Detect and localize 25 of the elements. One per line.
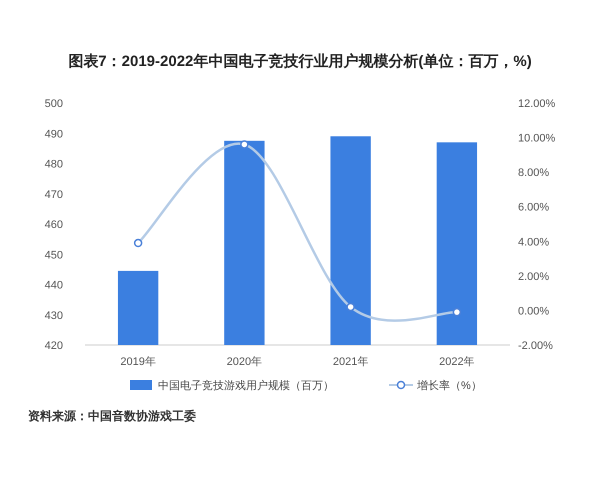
text: 资料来源：中国音数协游戏工委 bbox=[28, 409, 196, 423]
legend-label: 增长率（%） bbox=[416, 379, 482, 392]
legend-label: 中国电子竞技游戏用户规模（百万） bbox=[158, 379, 334, 392]
x-tick-label: 2020年 bbox=[226, 356, 262, 368]
x-tick-label: 2022年 bbox=[439, 356, 475, 368]
y-tick-label: 480 bbox=[44, 158, 63, 170]
y-tick-label: 430 bbox=[44, 310, 63, 322]
y-tick-label: 490 bbox=[44, 128, 63, 140]
y2-tick-label: 12.00% bbox=[518, 98, 556, 110]
y-tick-label: 450 bbox=[44, 249, 63, 262]
y2-tick-label: 8.00% bbox=[518, 167, 550, 180]
y-tick-label: 460 bbox=[44, 219, 63, 231]
y2-tick-label: -2.00% bbox=[518, 340, 554, 352]
x-tick-label: 2019年 bbox=[120, 356, 156, 368]
y-tick-label: 470 bbox=[44, 188, 63, 201]
y2-tick-label: 0.00% bbox=[518, 305, 550, 318]
y-tick-label: 440 bbox=[44, 280, 63, 292]
y-tick-label: 500 bbox=[44, 98, 63, 110]
y2-tick-label: 2.00% bbox=[518, 270, 550, 283]
x-tick-label: 2021年 bbox=[332, 356, 368, 368]
y-tick-label: 420 bbox=[44, 340, 63, 352]
chart-title: 图表7：2019-2022年中国电子竞技行业用户规模分析(单位：百万，%) bbox=[68, 52, 532, 70]
y2-tick-label: 4.00% bbox=[518, 236, 550, 248]
y2-tick-label: 6.00% bbox=[518, 202, 550, 214]
y2-tick-label: 10.00% bbox=[518, 132, 556, 145]
